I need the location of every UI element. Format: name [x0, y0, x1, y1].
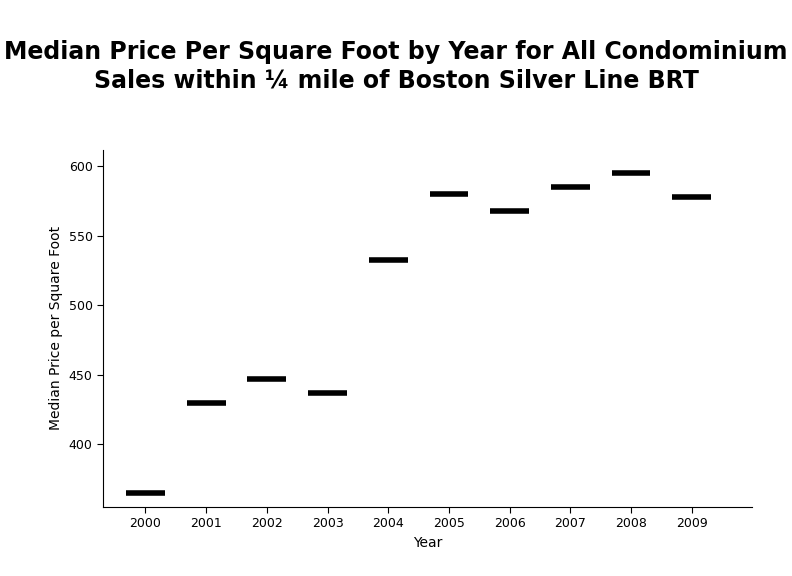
X-axis label: Year: Year	[413, 536, 443, 550]
Y-axis label: Median Price per Square Foot: Median Price per Square Foot	[49, 226, 63, 430]
Text: Median Price Per Square Foot by Year for All Condominium
Sales within ¼ mile of : Median Price Per Square Foot by Year for…	[4, 40, 788, 92]
